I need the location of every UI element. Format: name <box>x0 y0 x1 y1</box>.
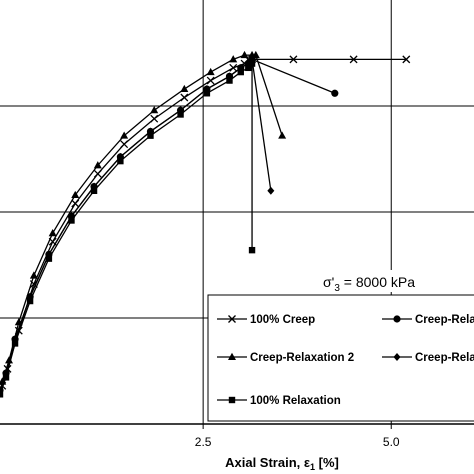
series-4-point-8 <box>147 132 154 139</box>
series-4-point-7 <box>117 157 124 165</box>
x-tick-label-1: 5.0 <box>383 435 400 449</box>
series-4-point-12 <box>237 68 244 76</box>
series-0-point-11 <box>229 63 238 72</box>
series-0-point-5 <box>71 199 80 208</box>
series-4-point-3 <box>26 297 34 305</box>
legend-box <box>207 294 474 422</box>
series-0-point-10 <box>206 76 215 85</box>
series-0-point-15 <box>289 55 298 64</box>
series-4-point-4 <box>45 255 53 262</box>
stress-annotation: σ'3 = 8000 kPa <box>305 270 433 294</box>
legend-marker-3 <box>393 353 401 361</box>
series-0-point-8 <box>150 114 159 123</box>
data-series <box>0 50 411 398</box>
legend-marker-1 <box>393 315 401 323</box>
legend-label-4: 100% Relaxation <box>250 395 341 407</box>
series-line-0 <box>1 58 407 387</box>
legend: 100% Creep Creep-Rela Creep-Relaxation 2 Cr… <box>207 294 474 422</box>
series-1-point-15 <box>331 89 339 97</box>
series-2-point-4 <box>48 229 57 237</box>
legend-label-2: Creep-Relaxation 2 <box>250 352 354 364</box>
series-2-point-3 <box>29 271 38 279</box>
series-4-point-13 <box>245 64 252 72</box>
axes: 2.5 5.0 <box>0 423 474 449</box>
series-4-point-2 <box>11 340 19 347</box>
x-axis-label-main: Axial Strain, ε <box>225 455 310 470</box>
series-2-point-15 <box>278 131 287 139</box>
series-4-point-11 <box>226 77 233 84</box>
legend-label-0: 100% Creep <box>250 314 315 326</box>
series-4-point-15 <box>248 246 256 254</box>
series-4-point-10 <box>203 90 211 97</box>
series-2-point-10 <box>206 67 215 76</box>
series-2-point-9 <box>180 84 189 93</box>
series-4-point-14 <box>248 60 256 67</box>
legend-label-3: Creep-Rela <box>415 352 474 364</box>
annotation-sub: 3 <box>334 283 340 294</box>
series-3-point-15 <box>267 186 275 195</box>
legend-label-1: Creep-Rela <box>415 314 474 326</box>
series-0-point-9 <box>180 93 189 102</box>
x-axis-label: Axial Strain, ε1 [%] <box>225 455 339 472</box>
series-0-point-7 <box>120 140 129 149</box>
series-2-point-7 <box>120 131 129 139</box>
x-tick-label-0: 2.5 <box>195 435 212 449</box>
x-axis-label-sub: 1 <box>310 462 315 472</box>
series-4-point-6 <box>90 187 98 194</box>
legend-marker-4 <box>228 396 236 404</box>
series-2-point-5 <box>71 190 80 199</box>
series-0-point-17 <box>402 55 411 64</box>
series-4 <box>0 60 256 398</box>
series-line-3 <box>0 57 272 391</box>
series-2-point-6 <box>93 161 102 169</box>
annotation-rest: = 8000 kPa <box>340 274 415 290</box>
series-2-point-12 <box>240 50 249 59</box>
svg-text:σ'3 = 8000 kPa: σ'3 = 8000 kPa <box>323 274 415 294</box>
annotation-sigma: σ' <box>323 274 334 290</box>
series-2-point-11 <box>229 55 238 63</box>
series-4-point-5 <box>68 217 75 224</box>
series-4-point-0 <box>0 391 4 398</box>
series-2-point-14 <box>251 50 260 59</box>
series-4-point-9 <box>177 111 184 118</box>
series-0-point-16 <box>349 55 358 64</box>
legend-marker-0 <box>228 315 236 323</box>
legend-marker-2 <box>228 352 236 360</box>
series-2-point-8 <box>150 106 159 114</box>
series-4-point-1 <box>2 374 10 381</box>
x-axis-label-unit: [%] <box>315 455 339 470</box>
series-0-point-6 <box>93 169 102 178</box>
series-line-4 <box>0 61 253 395</box>
series-line-2 <box>1 54 283 382</box>
